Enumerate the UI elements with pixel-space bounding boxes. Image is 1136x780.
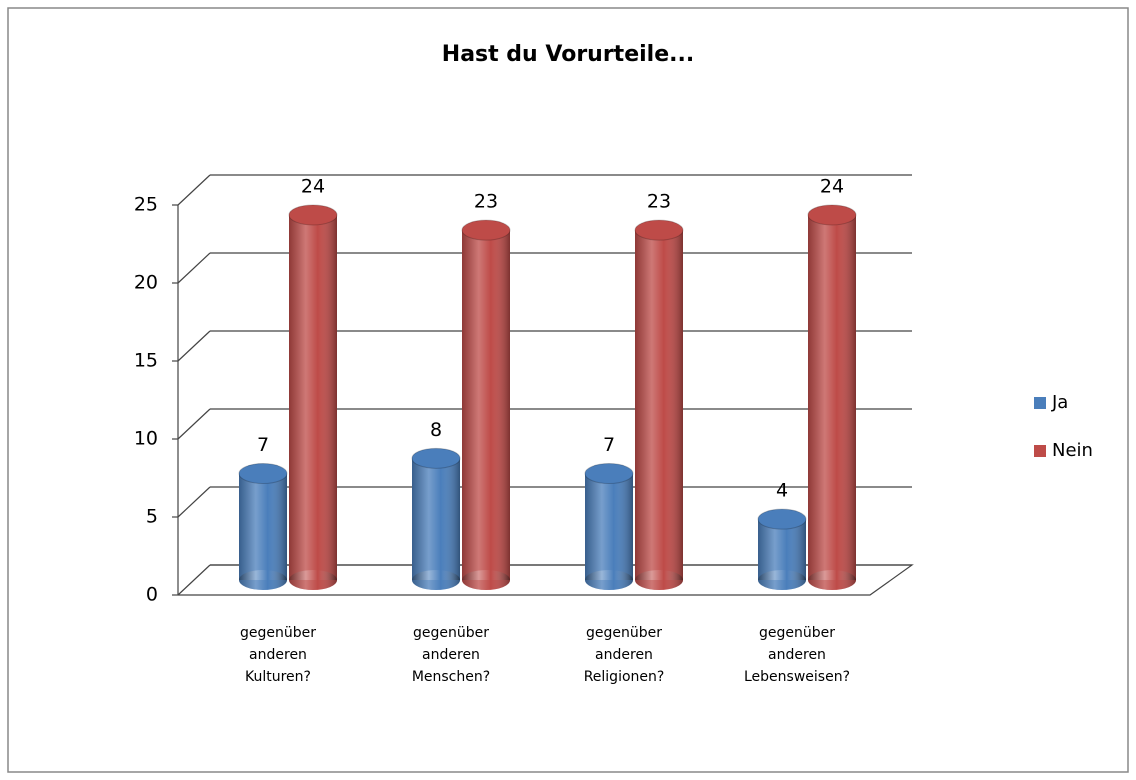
legend-label: Ja — [1051, 392, 1068, 413]
bar-top — [634, 219, 684, 241]
bar-shade — [635, 230, 683, 581]
x-tick-label: gegenüber anderen Religionen? — [583, 625, 665, 685]
x-tick-label: gegenüber anderen Lebensweisen? — [744, 625, 850, 685]
data-label: 23 — [474, 191, 498, 213]
bar-shade-base — [462, 570, 510, 590]
data-label: 23 — [647, 191, 671, 213]
y-tick-label: 20 — [134, 272, 158, 294]
bar-shade-base — [239, 570, 287, 590]
bar-top — [584, 463, 634, 485]
grid-line-side — [177, 408, 211, 440]
legend-label: Nein — [1052, 440, 1093, 461]
bar-shade — [239, 473, 287, 580]
bar-shade — [808, 214, 856, 580]
y-tick-label: 0 — [146, 584, 158, 606]
data-label: 7 — [257, 434, 269, 456]
x-tick-label: gegenüber anderen Menschen? — [411, 625, 491, 685]
bar-shade-base — [289, 570, 337, 590]
bar-shade — [289, 214, 337, 580]
bar-top — [757, 508, 807, 530]
bar-shade-base — [412, 570, 460, 590]
bar-top — [238, 463, 288, 485]
data-label: 7 — [603, 434, 615, 456]
grid-line-side — [177, 486, 211, 518]
bar-shade-base — [585, 570, 633, 590]
bar-shade-base — [808, 570, 856, 590]
bar-top — [288, 204, 338, 226]
chart-title: Hast du Vorurteile... — [442, 42, 694, 67]
data-label: 4 — [776, 480, 788, 502]
bar-shade — [585, 473, 633, 580]
x-tick-label: gegenüber anderen Kulturen? — [239, 625, 316, 685]
bar-top — [411, 447, 461, 469]
data-label: 8 — [430, 419, 442, 441]
y-tick-label: 15 — [134, 350, 158, 372]
bar-shade — [462, 230, 510, 581]
grid-line-side — [177, 330, 211, 362]
bar-shade-base — [758, 570, 806, 590]
legend-swatch — [1034, 397, 1046, 409]
bar-top — [807, 204, 857, 226]
bar-top — [461, 219, 511, 241]
grid-line-side — [177, 174, 211, 206]
y-tick-label: 5 — [146, 506, 158, 528]
bar-shade-base — [635, 570, 683, 590]
bar-shade — [412, 458, 460, 580]
grid-line-side — [177, 252, 211, 284]
chart-frame — [7, 7, 1129, 773]
y-tick-label: 25 — [134, 194, 158, 216]
data-label: 24 — [301, 175, 325, 197]
legend-swatch — [1034, 445, 1046, 457]
y-tick-label: 10 — [134, 428, 158, 450]
grid-line-side — [177, 564, 211, 596]
bar-shade — [758, 519, 806, 580]
data-label: 24 — [820, 175, 844, 197]
